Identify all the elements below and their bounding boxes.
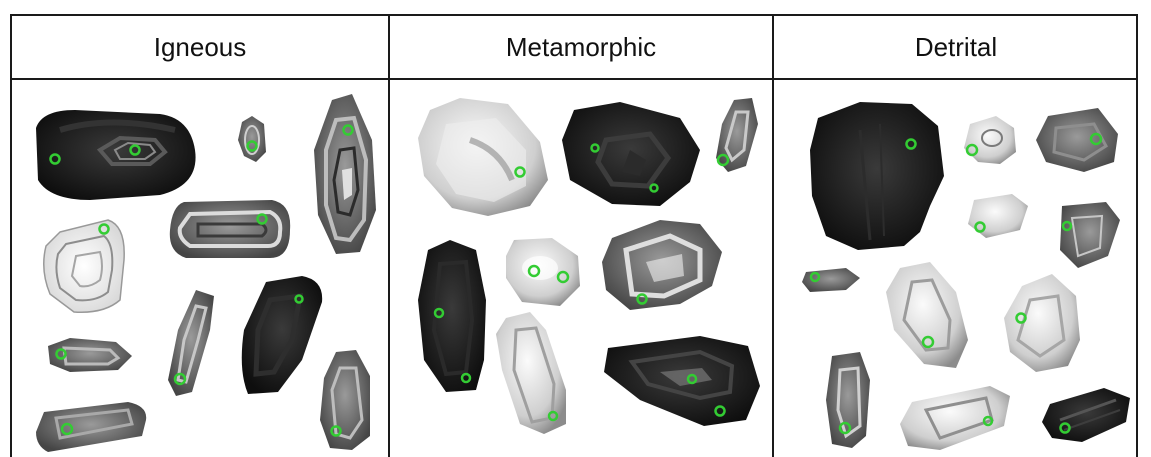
- grain-mt-5: [506, 238, 580, 306]
- grain-dt-2: [964, 116, 1016, 164]
- grain-mt-4: [418, 240, 486, 392]
- grain-ig-9: [36, 402, 146, 452]
- grain-dt-9: [826, 352, 870, 448]
- grain-ig-6: [48, 338, 132, 372]
- grain-ig-8: [242, 276, 322, 394]
- grain-dt-8: [1004, 274, 1080, 372]
- grain-mt-1: [418, 98, 548, 216]
- grain-ig-5: [44, 220, 124, 312]
- grain-dt-5: [1060, 202, 1120, 268]
- grain-dt-7: [886, 262, 968, 368]
- grain-ig-3: [314, 94, 376, 254]
- grain-mt-3: [716, 98, 758, 172]
- grain-dt-10: [900, 386, 1010, 450]
- metamorphic-grains: [418, 98, 760, 434]
- grain-ig-1: [36, 110, 196, 200]
- grain-dt-3: [1036, 108, 1118, 172]
- detrital-grains: [802, 102, 1130, 450]
- grain-mt-7: [496, 312, 566, 434]
- grain-mt-8: [604, 336, 760, 426]
- grain-ig-4: [170, 200, 290, 258]
- igneous-grains: [36, 94, 376, 452]
- grain-mt-6: [602, 220, 722, 310]
- grain-ig-10: [320, 350, 370, 450]
- grain-dt-1: [810, 102, 944, 250]
- grain-dt-11: [1042, 388, 1130, 442]
- grain-mt-2: [562, 102, 700, 206]
- grain-ig-2: [238, 116, 266, 162]
